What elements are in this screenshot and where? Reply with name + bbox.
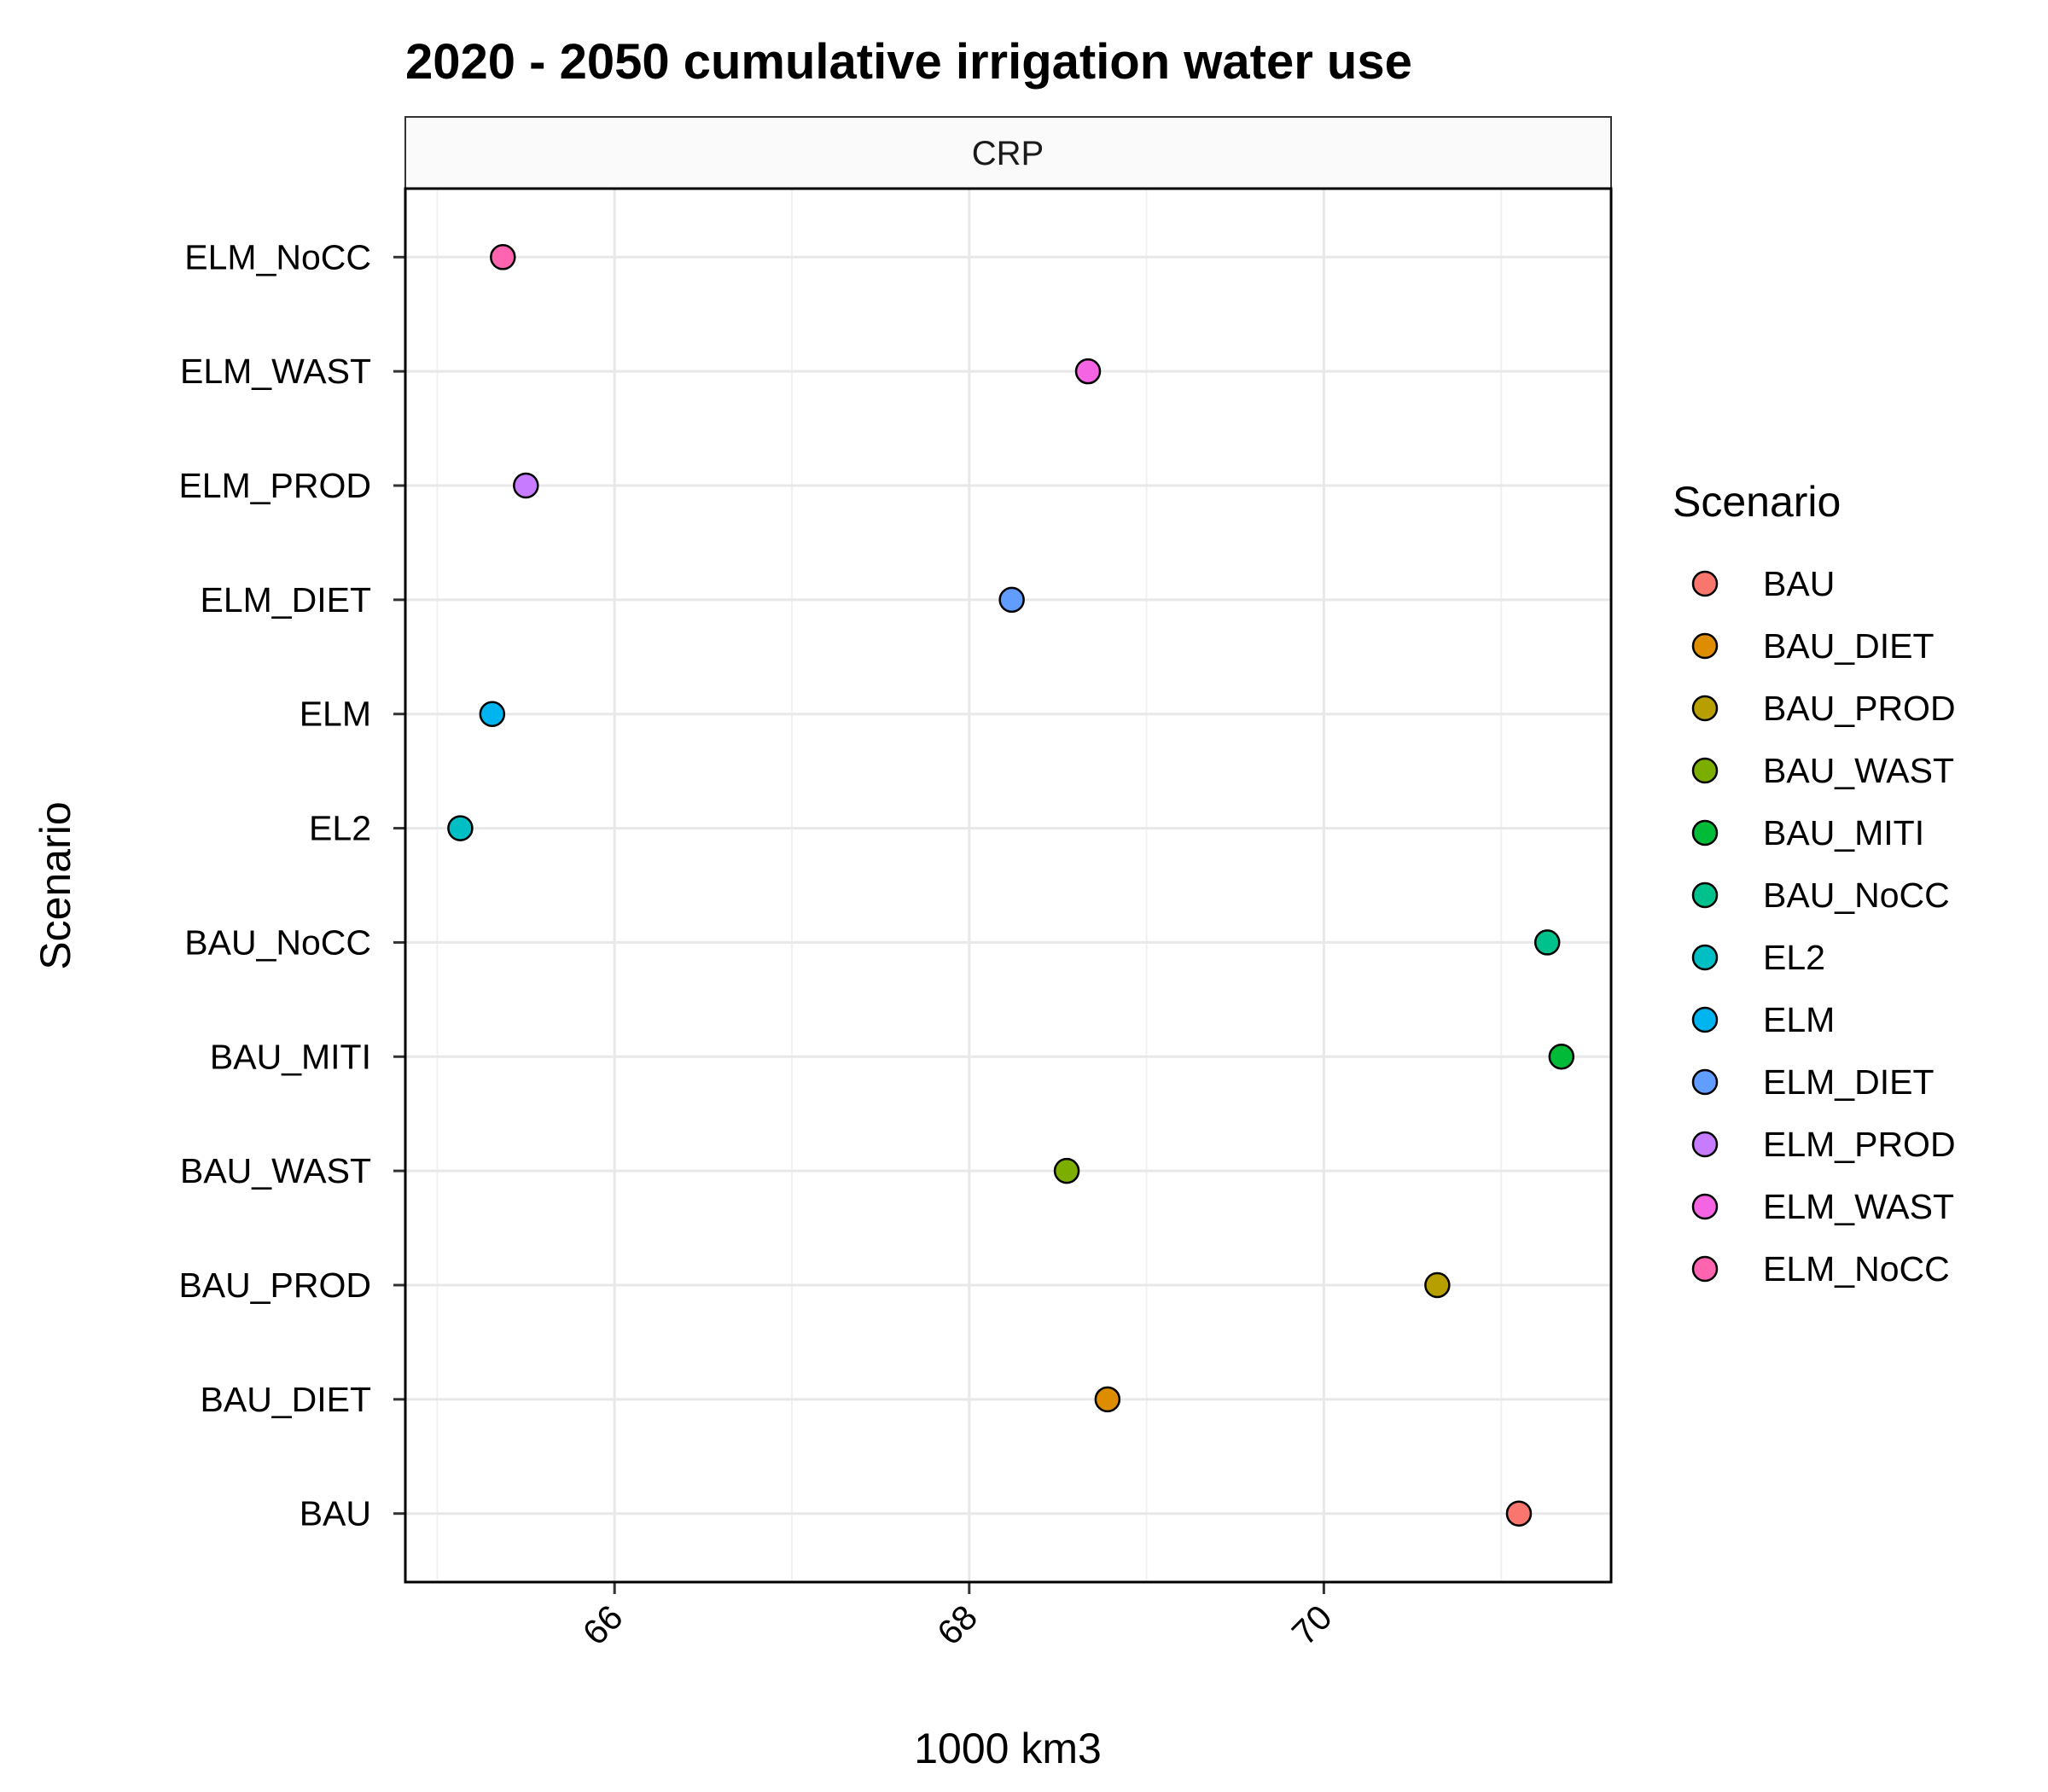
y-tick-label: EL2 (309, 809, 371, 848)
legend: BAU BAU_DIET BAU_PROD BAU_WAST BAU_MITI BAU_N… (1691, 564, 1956, 1289)
y-tick-label: BAU_WAST (180, 1151, 371, 1190)
data-point-elm (479, 701, 506, 727)
legend-label: BAU (1763, 564, 1835, 603)
legend-key (1691, 632, 1719, 660)
y-tick-label: ELM_WAST (180, 352, 371, 391)
y-tick-label: BAU_NoCC (184, 922, 371, 962)
data-points (447, 244, 1575, 1527)
data-point-bau-prod (1424, 1271, 1451, 1299)
legend-key (1691, 1193, 1719, 1220)
legend-key (1691, 944, 1719, 971)
y-tick-label: BAU_DIET (201, 1380, 372, 1419)
legend-label: BAU_WAST (1763, 751, 1954, 790)
legend-key (1691, 695, 1719, 722)
x-axis-title: 1000 km3 (914, 1725, 1102, 1772)
y-tick-label: BAU (300, 1494, 371, 1533)
data-point-elm-nocc (490, 244, 516, 271)
facet-label: CRP (972, 135, 1044, 172)
y-tick-label: BAU_MITI (210, 1037, 371, 1076)
legend-label: ELM_DIET (1763, 1062, 1935, 1102)
plot-panel (405, 189, 1611, 1582)
facet-strip (404, 116, 1612, 189)
chart-title: 2020 - 2050 cumulative irrigation water … (405, 34, 1412, 90)
data-point-bau-miti (1548, 1044, 1575, 1070)
legend-label: BAU_PROD (1763, 689, 1956, 728)
data-point-elm-prod (513, 472, 539, 499)
legend-key (1691, 819, 1719, 847)
legend-key (1691, 570, 1719, 597)
data-point-bau (1505, 1500, 1533, 1527)
legend-key (1691, 757, 1719, 784)
y-tick-label: BAU_PROD (178, 1265, 371, 1305)
legend-key (1691, 1068, 1719, 1096)
legend-key (1691, 1131, 1719, 1158)
legend-title: Scenario (1673, 478, 1841, 526)
data-point-bau-nocc (1533, 929, 1561, 956)
y-tick-label: ELM (300, 695, 371, 734)
data-point-elm-wast (1074, 358, 1102, 385)
grid-lines (405, 189, 1611, 1582)
x-tick-label: 66 (575, 1597, 631, 1653)
x-tick-label: 68 (929, 1597, 985, 1653)
axis-ticks (393, 255, 1325, 1594)
legend-label: ELM_WAST (1763, 1187, 1954, 1226)
y-tick-label: ELM_DIET (201, 580, 372, 620)
legend-label: ELM_PROD (1763, 1125, 1956, 1164)
legend-label: ELM (1763, 1000, 1835, 1039)
y-tick-label: ELM_PROD (178, 466, 371, 505)
plot-border (404, 187, 1613, 1584)
legend-label: BAU_MITI (1763, 813, 1924, 852)
legend-key (1691, 881, 1719, 909)
legend-label: BAU_DIET (1763, 626, 1935, 666)
y-tick-label: ELM_NoCC (184, 237, 371, 276)
x-tick-label: 70 (1284, 1597, 1340, 1653)
data-point-bau-diet (1094, 1386, 1121, 1413)
x-axis-tick-labels: 66 68 70 (575, 1597, 1340, 1653)
legend-label: EL2 (1763, 938, 1825, 977)
legend-label: BAU_NoCC (1763, 876, 1950, 915)
legend-label: ELM_NoCC (1763, 1249, 1950, 1289)
data-point-el2 (447, 815, 474, 841)
data-point-elm-diet (998, 586, 1025, 614)
legend-key (1691, 1006, 1719, 1033)
y-axis-title: Scenario (32, 801, 79, 969)
data-point-bau-wast (1053, 1157, 1080, 1184)
y-axis-tick-labels: BAU BAU_DIET BAU_PROD BAU_WAST BAU_MITI BAU_N… (178, 237, 371, 1533)
legend-key (1691, 1255, 1719, 1283)
